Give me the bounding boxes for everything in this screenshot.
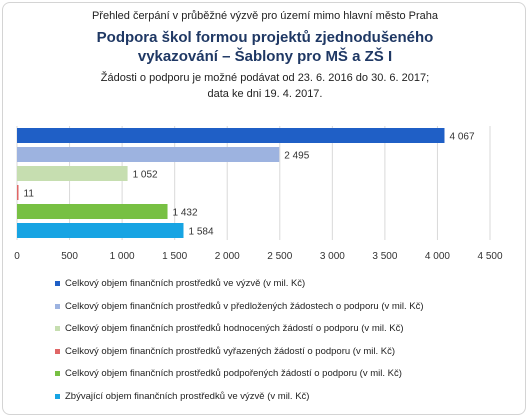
- legend-label: Celkový objem finančních prostředků hodn…: [65, 323, 404, 334]
- bar: [17, 128, 445, 143]
- bar-chart: 0 500 1 000 1 500 2 000 2 500 3 000 3 500 4 000 4…: [14, 126, 503, 262]
- bar: [17, 204, 168, 219]
- legend-label: Celkový objem finančních prostředků ve v…: [65, 278, 306, 289]
- x-tick-label: 500: [61, 251, 78, 262]
- chart-title: Podpora škol formou projektů zjednodušen…: [0, 28, 530, 66]
- legend-item: Celkový objem finančních prostředků podp…: [55, 363, 525, 386]
- legend-swatch: [55, 326, 60, 331]
- bar: [17, 147, 280, 162]
- chart-subtitle-line-1: Žádosti o podporu je možné podávat od 23…: [100, 72, 430, 84]
- legend-swatch: [55, 393, 60, 399]
- data-label: 1 052: [133, 170, 158, 181]
- x-tick-label: 3 000: [320, 251, 345, 262]
- legend-label: Celkový objem finančních prostředků v př…: [65, 300, 424, 312]
- legend-swatch: [55, 348, 60, 354]
- chart-supertitle: Přehled čerpání v průběžné výzvě pro úze…: [91, 10, 439, 22]
- legend-swatch: [55, 281, 60, 286]
- data-label: 1 432: [173, 208, 198, 219]
- legend-item: Zbývající objem finančních prostředků ve…: [55, 386, 525, 409]
- data-label: 1 584: [188, 227, 213, 238]
- legend-label: Celkový objem finančních prostředků vyřa…: [65, 345, 396, 357]
- chart-subtitle-line-2: data ke dni 19. 4. 2017.: [207, 88, 323, 100]
- bar: [17, 166, 128, 181]
- x-tick-label: 1 000: [110, 251, 135, 262]
- legend-item: Celkový objem finančních prostředků hodn…: [55, 318, 525, 341]
- data-label: 2 495: [284, 151, 309, 162]
- x-tick-label: 0: [14, 251, 20, 262]
- legend-item: Celkový objem finančních prostředků vyřa…: [55, 341, 525, 364]
- x-tick-label: 2 500: [267, 251, 292, 262]
- bar: [17, 185, 19, 200]
- x-tick-label: 4 500: [477, 251, 502, 262]
- chart-legend: Celkový objem finančních prostředků ve v…: [55, 273, 525, 408]
- legend-swatch: [55, 371, 60, 376]
- chart-title-line-2: vykazování – Šablony pro MŠ a ZŠ I: [137, 48, 393, 65]
- data-label: 11: [24, 189, 35, 200]
- legend-item: Celkový objem finančních prostředků ve v…: [55, 273, 525, 296]
- x-tick-label: 1 500: [162, 251, 187, 262]
- x-tick-label: 4 000: [425, 251, 450, 262]
- chart-title-line-1: Podpora škol formou projektů zjednodušen…: [96, 29, 434, 46]
- chart-subtitle: Žádosti o podporu je možné podávat od 23…: [0, 70, 530, 102]
- data-label: 4 067: [449, 132, 474, 143]
- bar: [17, 223, 184, 238]
- legend-label: Zbývající objem finančních prostředků ve…: [65, 390, 310, 402]
- legend-label: Celkový objem finančních prostředků podp…: [65, 368, 402, 379]
- x-tick-label: 3 500: [372, 251, 397, 262]
- legend-item: Celkový objem finančních prostředků v př…: [55, 296, 525, 319]
- legend-swatch: [55, 303, 60, 309]
- x-tick-label: 2 000: [215, 251, 240, 262]
